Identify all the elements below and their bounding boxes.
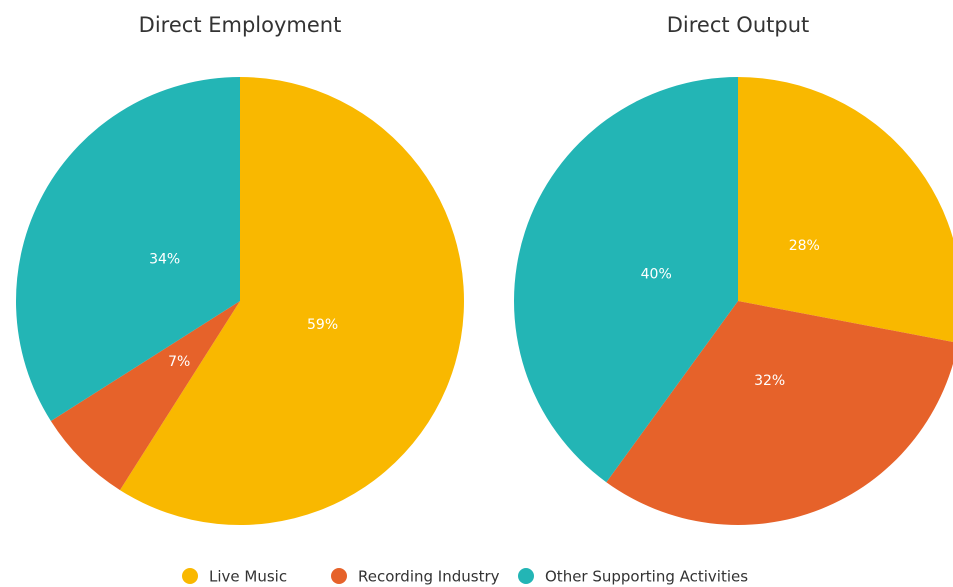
slice-label: 40% bbox=[641, 266, 672, 282]
legend-label: Live Music bbox=[209, 568, 287, 586]
legend-swatch bbox=[182, 568, 198, 584]
pie-slice bbox=[119, 77, 465, 525]
pie-slice bbox=[15, 77, 241, 422]
slice-label: 34% bbox=[149, 252, 180, 268]
legend-label: Other Supporting Activities bbox=[545, 568, 748, 586]
pie-slice bbox=[606, 301, 953, 525]
legend-label: Recording Industry bbox=[358, 568, 500, 586]
pie-slice bbox=[738, 77, 953, 343]
slice-label: 28% bbox=[789, 238, 820, 254]
chart-title: Direct Employment bbox=[139, 13, 342, 37]
slice-label: 7% bbox=[168, 354, 190, 370]
legend: Live Music Recording Industry Other Suppor… bbox=[182, 568, 748, 586]
legend-swatch bbox=[331, 568, 347, 584]
pies: Direct Employment 59% 7% 34% Direct Output 28… bbox=[15, 13, 953, 525]
slice-label: 59% bbox=[307, 317, 338, 333]
legend-swatch bbox=[518, 568, 534, 584]
pie-slice bbox=[514, 77, 738, 483]
chart-title: Direct Output bbox=[667, 13, 810, 37]
slice-label: 32% bbox=[754, 373, 785, 389]
pie-slice bbox=[50, 301, 240, 491]
